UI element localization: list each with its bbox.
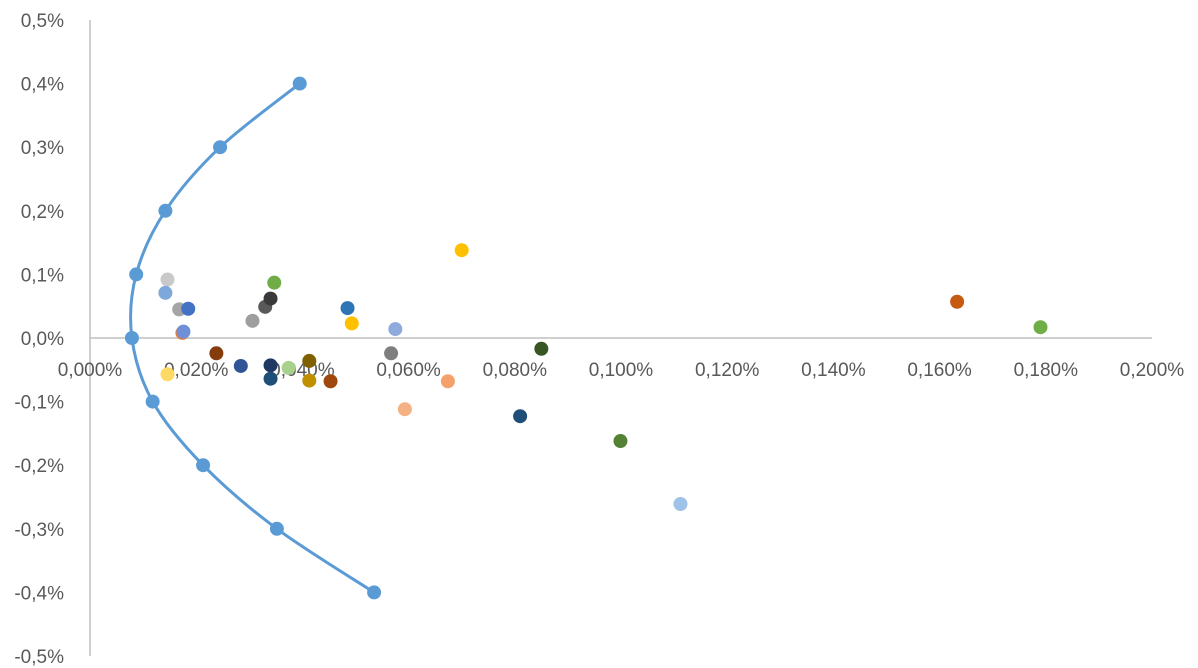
asset-point [267,275,282,290]
frontier-point [213,140,228,155]
frontier-point [145,394,160,409]
asset-point [673,496,688,511]
asset-point [263,291,278,306]
y-tick-label: -0,1% [14,393,64,414]
asset-point [181,301,196,316]
y-tick-label: -0,2% [14,456,64,477]
y-tick-label: 0,3% [21,138,64,159]
frontier-point [158,203,173,218]
x-tick-labels: 0,000% 0,020% 0,040% 0,060% 0,080% 0,100% 0,12… [58,360,1185,381]
asset-point [340,301,355,316]
y-tick-label: -0,4% [14,583,64,604]
x-tick-label: 0,140% [801,360,866,381]
asset-point [440,374,455,389]
asset-point [160,272,175,287]
asset-point [513,409,528,424]
x-tick-label: 0,080% [483,360,548,381]
asset-points [158,243,1048,511]
asset-point [1033,320,1048,335]
x-tick-label: 0,120% [695,360,760,381]
frontier-point [292,76,307,91]
x-tick-label: 0,180% [1014,360,1079,381]
asset-point [209,346,224,361]
y-tick-label: 0,5% [21,11,64,32]
asset-point [263,358,278,373]
x-tick-label: 0,160% [907,360,972,381]
asset-point [245,313,260,328]
asset-point [160,367,175,382]
x-tick-label: 0,200% [1120,360,1185,381]
frontier-point [124,331,139,345]
asset-point [302,373,317,388]
y-tick-label: 0,2% [21,202,64,223]
asset-point [397,402,412,417]
frontier-point [129,267,144,282]
asset-point [344,316,359,331]
x-tick-label: 0,100% [589,360,654,381]
frontier-point [367,585,382,600]
y-tick-label: -0,3% [14,520,64,541]
asset-point [176,324,191,339]
asset-point [454,243,469,258]
x-tick-label: 0,020% [164,360,229,381]
asset-point [613,434,628,449]
frontier-point [196,458,211,473]
y-tick-label: 0,1% [21,265,64,286]
asset-point [158,285,173,300]
asset-point [263,371,278,386]
asset-point [233,358,248,373]
asset-point [388,322,403,337]
asset-point [384,346,399,361]
asset-point [281,360,296,375]
x-tick-label: 0,060% [376,360,441,381]
y-tick-labels: 0,5% 0,4% 0,3% 0,2% 0,1% 0,0% -0,1% -0,2% -0,3% -… [14,11,64,668]
frontier-series [124,76,382,600]
y-tick-label: -0,5% [14,647,64,668]
x-tick-label: 0,000% [58,360,123,381]
asset-point [950,294,965,309]
asset-point [323,374,338,389]
asset-point [534,341,549,356]
y-tick-label: 0,0% [21,329,64,350]
frontier-point [269,521,284,536]
y-tick-label: 0,4% [21,75,64,96]
asset-point [302,353,317,368]
